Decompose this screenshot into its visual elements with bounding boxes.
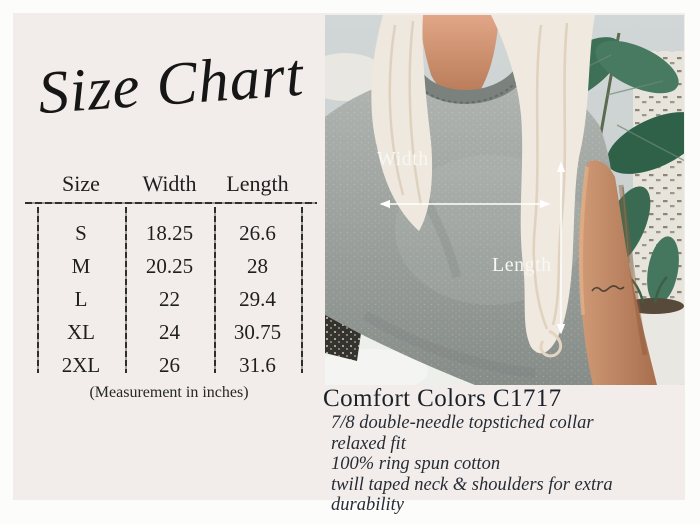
size-table: S 18.25 26.6 M 20.25 28 L 22 29.4 XL 24 … (37, 217, 303, 382)
arm-tattoo (591, 285, 625, 292)
table-vertical-rule (37, 207, 39, 373)
column-header-size: Size (62, 171, 100, 196)
length-annotation: Length (492, 254, 552, 276)
measurement-note: (Measurement in inches) (89, 384, 249, 401)
column-header-length: Length (226, 171, 289, 196)
table-row: L 22 29.4 (37, 283, 303, 316)
table-row: S 18.25 26.6 (37, 217, 303, 250)
product-feature: 7/8 double-needle topstiched collar (331, 413, 594, 433)
cell-width: 18.25 (145, 221, 194, 245)
table-header-rule (25, 202, 317, 204)
table-row: M 20.25 28 (37, 250, 303, 283)
table-vertical-rule (301, 207, 303, 373)
product-feature: relaxed fit (331, 433, 406, 454)
photo-illustration (325, 15, 684, 385)
page-title: Size Chart (35, 41, 306, 128)
neck-skin (419, 15, 499, 98)
cell-width: 26 (159, 353, 180, 377)
cell-size: L (74, 287, 88, 311)
cell-size: M (71, 254, 91, 278)
cell-length: 26.6 (239, 221, 276, 245)
table-vertical-rule (125, 207, 127, 373)
cell-length: 29.4 (239, 287, 276, 311)
cell-size: S (75, 221, 87, 245)
product-info: Comfort Colors C1717 7/8 double-needle t… (323, 385, 685, 516)
cell-length: 31.6 (239, 353, 276, 377)
table-row: XL 24 30.75 (37, 316, 303, 349)
cell-length: 30.75 (233, 320, 282, 344)
hair-left (371, 15, 433, 231)
cell-size: XL (67, 320, 95, 344)
table-vertical-rule (214, 207, 216, 373)
cell-size: 2XL (61, 353, 101, 377)
arm (578, 160, 657, 385)
cell-width: 20.25 (145, 254, 194, 278)
content-panel: Size Chart Size Width Length S 18.25 26.… (13, 13, 685, 515)
cell-width: 24 (159, 320, 180, 344)
table-row: 2XL 26 31.6 (37, 349, 303, 382)
product-feature: 100% ring spun cotton (331, 454, 501, 474)
product-name: Comfort Colors C1717 (323, 385, 562, 412)
product-feature: twill taped neck & shoulders for extra d… (331, 474, 613, 516)
cell-length: 28 (247, 254, 268, 278)
cell-width: 22 (159, 287, 180, 311)
product-photo: Width Length (325, 15, 684, 385)
column-header-width: Width (142, 171, 197, 196)
width-annotation: Width (377, 148, 429, 170)
